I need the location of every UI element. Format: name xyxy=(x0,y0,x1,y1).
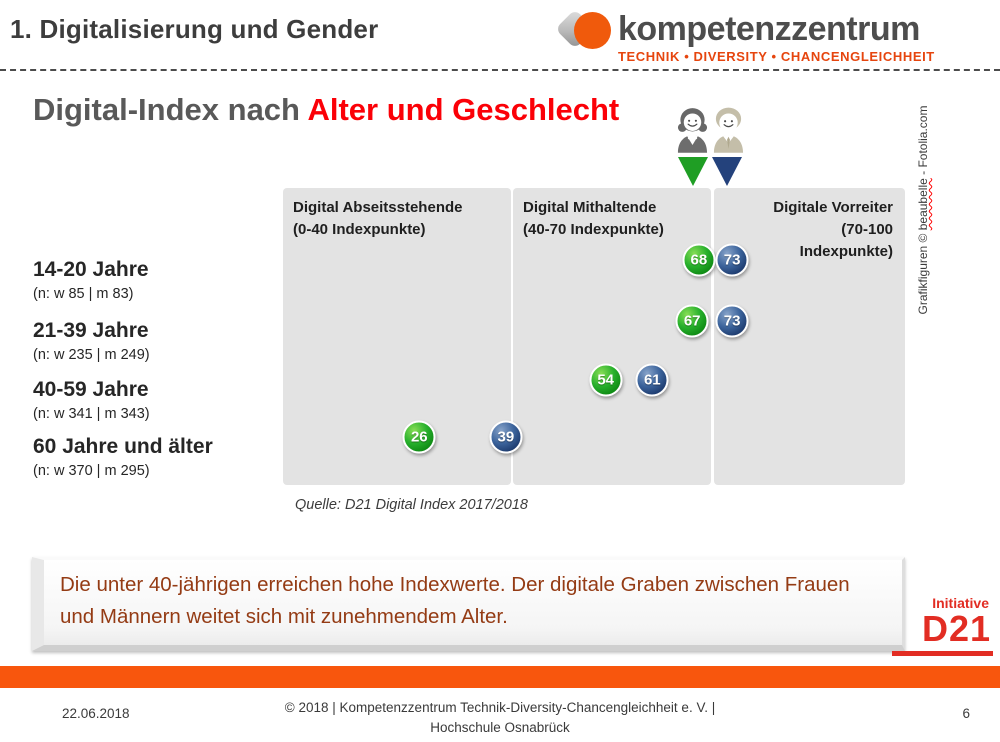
woman-icon xyxy=(677,108,708,153)
women-index-dot: 67 xyxy=(675,304,709,338)
d21-logo-line2: D21 xyxy=(921,608,991,649)
men-marker-triangle xyxy=(712,157,742,186)
initiative-d21-logo: Initiative D21 xyxy=(892,595,993,656)
women-index-dot: 68 xyxy=(682,243,716,277)
age-group-title: 40-59 Jahre xyxy=(33,378,149,401)
age-groups: 14-20 Jahre (n: w 85 | m 83) 21-39 Jahre (n… xyxy=(33,188,278,485)
footer-date: 22.06.2018 xyxy=(62,706,130,721)
photo-credit-suffix: - Fotolia.com xyxy=(916,105,930,179)
bottom-orange-bar xyxy=(0,666,1000,688)
orange-dot-shape xyxy=(574,12,611,49)
photo-credit: Grafikfiguren © beaubelle - Fotolia.com xyxy=(916,90,930,330)
age-group-title: 14-20 Jahre xyxy=(33,258,149,281)
kompetenzzentrum-logo-icon xyxy=(555,5,618,63)
gender-legend xyxy=(676,106,745,153)
age-group-title: 21-39 Jahre xyxy=(33,319,149,342)
age-group-sample-size: (n: w 235 | m 249) xyxy=(33,347,150,364)
page-title-highlight: Alter und Geschlecht xyxy=(307,92,620,127)
women-index-dot: 26 xyxy=(402,420,436,454)
photo-credit-marked-word: beaubelle xyxy=(916,178,930,231)
page-title-prefix: Digital-Index nach xyxy=(33,92,308,127)
age-group-sample-size: (n: w 85 | m 83) xyxy=(33,286,134,303)
logo-name: kompetenzzentrum xyxy=(618,10,920,48)
kompetenzzentrum-logo: kompetenzzentrum TECHNIK • DIVERSITY • C… xyxy=(555,5,935,65)
men-index-dot: 73 xyxy=(715,304,749,338)
zone-digital-abseitsstehende: Digital Abseitsstehende (0-40 Indexpunkt… xyxy=(283,188,511,485)
zone-title: Digital Abseitsstehende xyxy=(293,199,463,216)
age-group: 40-59 Jahre (n: w 341 | m 343) xyxy=(33,378,150,422)
photo-credit-prefix: Grafikfiguren © xyxy=(916,230,930,315)
men-index-dot: 39 xyxy=(489,420,523,454)
zone-range: (70-100 Indexpunkte) xyxy=(799,220,893,260)
d21-logo-line1: Initiative xyxy=(932,595,989,611)
callout-box: Die unter 40-jährigen erreichen hohe Ind… xyxy=(32,557,905,651)
dashed-divider xyxy=(0,69,1000,71)
d21-logo-underline xyxy=(892,651,993,656)
age-group-sample-size: (n: w 370 | m 295) xyxy=(33,463,150,480)
source-note: Quelle: D21 Digital Index 2017/2018 xyxy=(295,497,528,513)
zone-title: Digital Mithaltende xyxy=(523,199,657,216)
gender-markers xyxy=(678,157,742,186)
footer-copyright: © 2018 | Kompetenzzentrum Technik-Divers… xyxy=(284,700,716,736)
page-title: Digital-Index nach Alter und Geschlecht xyxy=(33,92,619,128)
section-title: 1. Digitalisierung und Gender xyxy=(10,14,379,44)
age-group: 21-39 Jahre (n: w 235 | m 249) xyxy=(33,319,150,363)
zone-digitale-vorreiter: Digitale Vorreiter (70-100 Indexpunkte) xyxy=(714,188,905,485)
men-index-dot: 73 xyxy=(715,243,749,277)
age-group-sample-size: (n: w 341 | m 343) xyxy=(33,406,150,423)
man-icon xyxy=(713,107,744,153)
callout-text: Die unter 40-jährigen erreichen hohe Ind… xyxy=(60,573,850,628)
age-group-title: 60 Jahre und älter xyxy=(33,435,213,458)
age-group: 60 Jahre und älter (n: w 370 | m 295) xyxy=(33,435,213,479)
zone-range: (40-70 Indexpunkte) xyxy=(523,220,664,238)
zone-title: Digitale Vorreiter xyxy=(773,199,893,216)
women-index-dot: 54 xyxy=(589,363,623,397)
women-marker-triangle xyxy=(678,157,708,186)
footer-page-number: 6 xyxy=(962,706,970,721)
age-group: 14-20 Jahre (n: w 85 | m 83) xyxy=(33,258,149,302)
men-index-dot: 61 xyxy=(635,363,669,397)
chart-area: Digital Abseitsstehende (0-40 Indexpunkt… xyxy=(283,188,905,485)
logo-tagline: TECHNIK • DIVERSITY • CHANCENGLEICHHEIT xyxy=(618,49,935,65)
zone-digital-mithaltende: Digital Mithaltende (40-70 Indexpunkte) xyxy=(513,188,711,485)
zone-range: (0-40 Indexpunkte) xyxy=(293,220,426,238)
